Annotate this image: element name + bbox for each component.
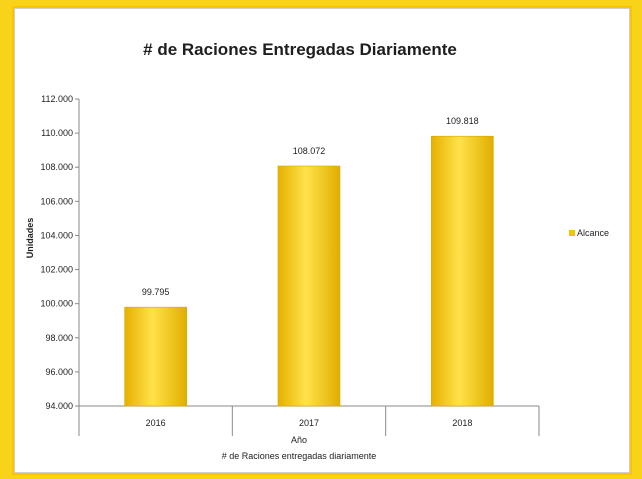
x-axis-label: Año	[291, 435, 307, 445]
y-tick-label: 108.000	[40, 162, 73, 172]
chart-title: # de Raciones Entregadas Diariamente	[143, 40, 457, 59]
y-tick-label: 94.000	[45, 401, 73, 411]
y-tick-label: 112.000	[41, 94, 73, 104]
y-tick-label: 100.000	[40, 299, 73, 309]
legend-swatch	[569, 230, 575, 236]
x-tick-label-2016: 2016	[146, 418, 166, 428]
bar-2017	[277, 165, 341, 407]
x-tick-label-2017: 2017	[299, 418, 319, 428]
data-label-2016: 99.795	[142, 287, 170, 297]
x-tick-label-2018: 2018	[452, 418, 472, 428]
y-tick-label: 98.000	[45, 333, 73, 343]
data-label-2018: 109.818	[446, 116, 479, 126]
data-labels-group: 99.795 108.072 109.818	[142, 116, 479, 297]
x-axis: 2016 2017 2018	[78, 405, 540, 436]
x-axis-sublabel: # de Raciones entregadas diariamente	[222, 451, 377, 461]
y-tick-label: 96.000	[45, 367, 73, 377]
bar-2016	[124, 306, 187, 407]
legend: Alcance	[569, 228, 609, 238]
y-axis-label: Unidades	[25, 218, 35, 259]
y-tick-label: 110.000	[41, 128, 73, 138]
y-tick-label: 102.000	[40, 265, 73, 275]
y-tick-label: 104.000	[40, 230, 73, 240]
y-axis: 94.000 96.000 98.000 100.000 102.000 104.000 1…	[40, 94, 80, 411]
bar-2018	[431, 135, 494, 407]
data-label-2017: 108.072	[293, 146, 326, 156]
y-tick-label: 106.000	[40, 196, 73, 206]
bars-group	[124, 135, 494, 407]
legend-label: Alcance	[577, 228, 609, 238]
